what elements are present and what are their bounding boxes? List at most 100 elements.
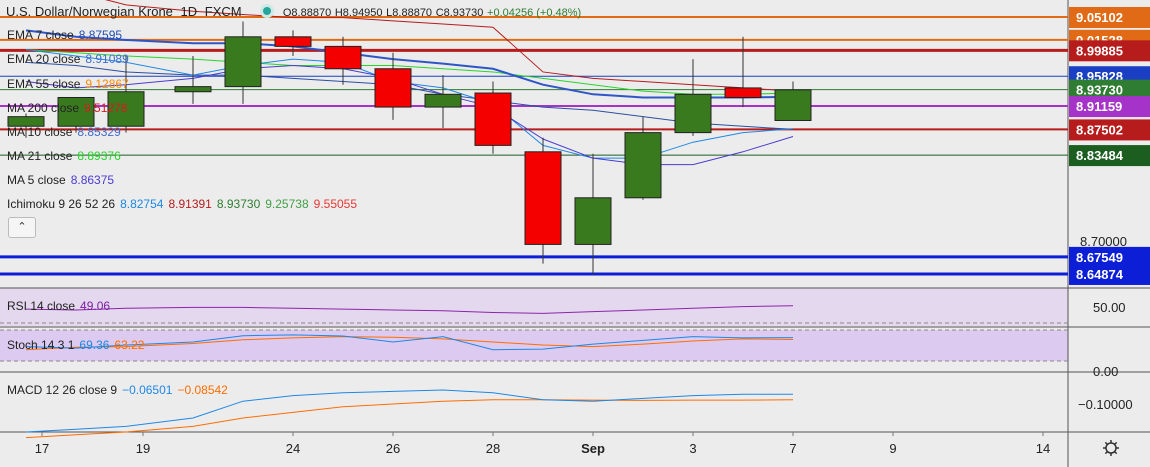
- ema7-line: [25, 49, 794, 159]
- macd-line: [25, 389, 793, 433]
- rsi-legend[interactable]: RSI 14 close 49.06: [7, 299, 115, 313]
- price-tag-label: 8.93730: [1076, 83, 1123, 98]
- candle-body: [7, 116, 45, 127]
- candle: [274, 30, 312, 56]
- legend-value: 9.51278: [84, 101, 128, 115]
- stoch-axis-tick: 0.00: [1093, 364, 1118, 379]
- price-tag: [1069, 96, 1150, 118]
- legend-ma10[interactable]: MA 10 close 8.85329: [7, 125, 126, 139]
- price-tag-label: 8.83484: [1076, 148, 1124, 163]
- ichimoku-value: 9.55055: [313, 197, 358, 211]
- ma5-line: [25, 65, 794, 166]
- time-axis-label: 28: [486, 441, 500, 456]
- legend-ma5[interactable]: MA 5 close 8.86375: [7, 173, 119, 187]
- price-tag-label: 8.87502: [1076, 122, 1123, 137]
- stoch-d-line: [25, 336, 794, 351]
- gear-tooth: [1104, 441, 1108, 445]
- candle-body: [624, 132, 662, 199]
- stoch-label: Stoch 14 3 1: [7, 338, 75, 352]
- candle-body: [674, 93, 712, 134]
- rsi-band: [0, 288, 1068, 326]
- price-tag: [1069, 145, 1150, 167]
- candle: [724, 36, 762, 108]
- candle: [324, 36, 362, 85]
- gear-tooth: [1104, 451, 1108, 455]
- candle-body: [107, 91, 145, 127]
- candle-body: [274, 36, 312, 47]
- rsi-axis-tick: 50.00: [1093, 300, 1126, 315]
- candle: [674, 59, 712, 136]
- symbol-header[interactable]: U.S. Dollar/Norwegian Krone 1D FXCM O8.8…: [6, 4, 581, 21]
- candle-body: [224, 36, 262, 88]
- legend-value: 8.89376: [77, 149, 121, 163]
- ohlc-change: +0.04256 (+0.48%): [487, 7, 582, 19]
- candle-body: [574, 197, 612, 245]
- price-tag: [1069, 263, 1150, 285]
- time-axis-label: 14: [1036, 441, 1050, 456]
- legend-label: MA 5 close: [7, 173, 66, 187]
- candle-body: [324, 45, 362, 70]
- legend-value: 8.86375: [70, 173, 115, 187]
- price-axis-tick: 8.70000: [1080, 234, 1127, 249]
- candle: [524, 137, 562, 264]
- time-axis-label: 9: [889, 441, 896, 456]
- settings-gear-icon[interactable]: [1103, 440, 1119, 456]
- macd-value: −0.06501: [122, 383, 173, 397]
- macd-axis-tick: −0.10000: [1078, 397, 1133, 412]
- candle: [424, 75, 462, 129]
- macd-signal-value: −0.08542: [177, 383, 228, 397]
- legend-ma200[interactable]: MA 200 close 9.51278: [7, 101, 132, 115]
- legend-ema55[interactable]: EMA 55 close 9.12867: [7, 77, 134, 91]
- price-tag-label: 8.99885: [1076, 43, 1123, 58]
- macd-legend[interactable]: MACD 12 26 close 9 −0.06501 −0.08542: [7, 383, 233, 397]
- legend-label: EMA 55 close: [7, 77, 81, 91]
- candle: [374, 52, 412, 120]
- ichimoku-value: 8.93730: [216, 197, 261, 211]
- legend-ema20[interactable]: EMA 20 close 8.91089: [7, 52, 134, 66]
- candle-body: [57, 96, 95, 127]
- candle: [57, 96, 95, 133]
- symbol-interval[interactable]: 1D: [180, 4, 198, 19]
- legend-ma21[interactable]: MA 21 close 8.89376: [7, 149, 126, 163]
- candle: [107, 55, 145, 133]
- price-tag: [1069, 246, 1150, 268]
- time-axis-label: 7: [789, 441, 796, 456]
- stoch-legend[interactable]: Stoch 14 3 1 69.36 63.22: [7, 338, 149, 352]
- ichimoku-line: [104, 0, 794, 92]
- candle: [474, 81, 512, 154]
- candle-body: [174, 86, 212, 93]
- legend-value: 9.12867: [85, 77, 129, 91]
- ohlc-low: L8.88870: [386, 7, 433, 19]
- price-tag: [1069, 6, 1150, 28]
- time-axis-label: 19: [136, 441, 150, 456]
- legend-label: Ichimoku 9 26 52 26: [7, 197, 116, 211]
- price-tag-label: 8.91159: [1076, 99, 1122, 114]
- candle-body: [424, 93, 462, 108]
- price-tag-label: 8.67549: [1076, 250, 1123, 265]
- collapse-legend-button[interactable]: ⌃: [8, 217, 36, 238]
- symbol-name[interactable]: U.S. Dollar/Norwegian Krone: [6, 4, 173, 19]
- rsi-line: [25, 305, 794, 314]
- macd-signal-line: [25, 399, 794, 439]
- candle-body: [774, 89, 812, 121]
- time-axis-label: Sep: [581, 441, 605, 456]
- stoch-band: [0, 330, 1068, 361]
- macd-label: MACD 12 26 close 9: [7, 383, 118, 397]
- gear-tooth: [1114, 441, 1118, 445]
- rsi-value: 49.06: [80, 299, 111, 313]
- price-tag: [1069, 79, 1150, 101]
- candle: [574, 153, 612, 275]
- time-axis-label: 24: [286, 441, 300, 456]
- stoch-d-value: 63.22: [114, 338, 145, 352]
- candle-body: [474, 92, 512, 146]
- legend-ichimoku[interactable]: Ichimoku 9 26 52 26 8.82754 8.91391 8.93730…: [7, 197, 362, 211]
- legend-label: MA 200 close: [7, 101, 80, 115]
- legend-ema7[interactable]: EMA 7 close 8.87595: [7, 28, 127, 42]
- legend-label: EMA 7 close: [7, 28, 74, 42]
- price-tag: [1069, 119, 1150, 141]
- candle: [7, 113, 45, 138]
- candle: [774, 81, 812, 121]
- candle-body: [724, 87, 762, 98]
- ohlc-close: C8.93730: [435, 7, 484, 19]
